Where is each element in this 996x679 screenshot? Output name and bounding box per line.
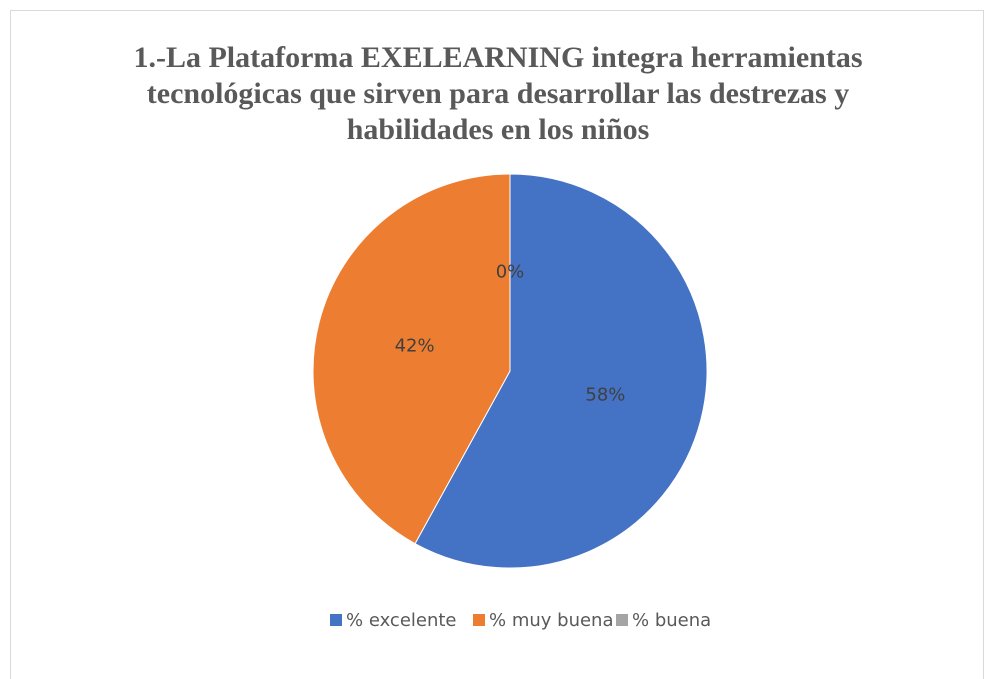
pie-slice xyxy=(312,173,511,545)
pie-slice xyxy=(414,173,708,569)
chart-frame xyxy=(10,10,984,679)
legend-item: % muy buena xyxy=(473,604,616,638)
legend-label: % buena xyxy=(632,610,712,631)
data-label: 58% xyxy=(585,384,625,405)
legend-swatch xyxy=(616,614,628,626)
legend-label: % muy buena xyxy=(489,610,614,631)
legend-swatch xyxy=(473,614,485,626)
chart-title: 1.-La Plataforma EXELEARNING integra her… xyxy=(133,41,863,146)
data-label: 42% xyxy=(395,336,435,357)
data-label: 0% xyxy=(496,262,525,283)
legend-item: % buena xyxy=(616,604,759,638)
legend-item: % excelente xyxy=(330,604,473,638)
legend-swatch xyxy=(330,614,342,626)
legend: % excelente % muy buena % buena xyxy=(330,604,759,638)
legend-label: % excelente xyxy=(346,610,457,631)
